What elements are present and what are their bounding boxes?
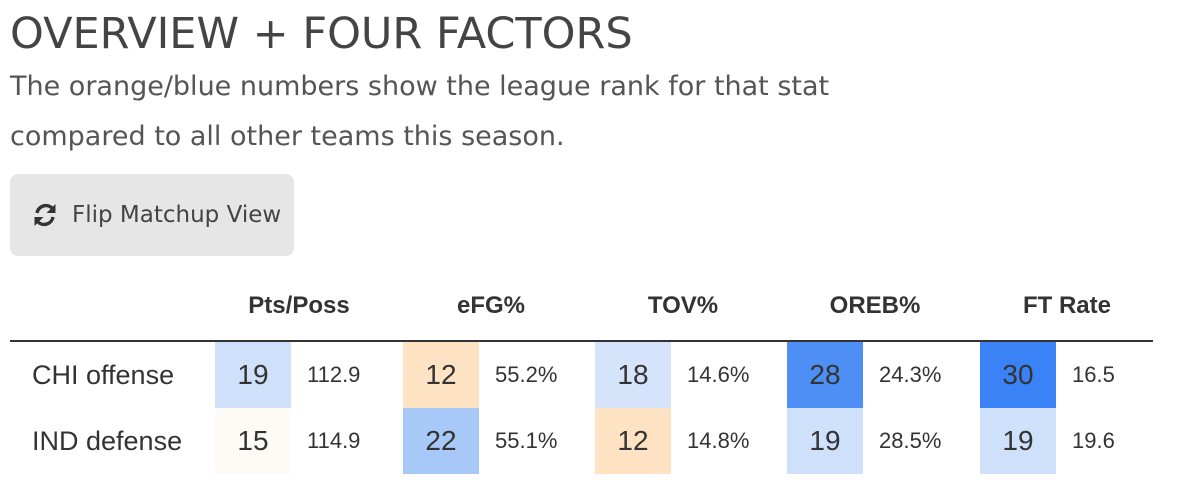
page-title: OVERVIEW + FOUR FACTORS bbox=[10, 9, 633, 59]
rank-cell: 15 bbox=[215, 408, 291, 474]
flip-matchup-label: Flip Matchup View bbox=[72, 202, 282, 228]
value-cell: 114.9 bbox=[307, 428, 361, 453]
rank-cell: 19 bbox=[980, 408, 1056, 474]
rank-cell: 12 bbox=[595, 408, 671, 474]
value-cell: 24.3% bbox=[879, 362, 942, 387]
refresh-icon bbox=[30, 200, 60, 230]
value-cell: 55.2% bbox=[495, 362, 558, 387]
rank-cell: 19 bbox=[787, 408, 863, 474]
rank-cell: 28 bbox=[787, 342, 863, 408]
column-header-oreb: OREB% bbox=[829, 292, 921, 319]
row-label: IND defense bbox=[32, 426, 183, 456]
value-cell: 28.5% bbox=[879, 428, 942, 453]
value-cell: 19.6 bbox=[1072, 428, 1115, 453]
column-header-ft-rate: FT Rate bbox=[1022, 292, 1111, 319]
page-subtitle: The orange/blue numbers show the league … bbox=[10, 71, 830, 152]
column-header-tov: TOV% bbox=[647, 292, 719, 319]
rank-cell: 22 bbox=[403, 408, 479, 474]
rank-cell: 19 bbox=[215, 342, 291, 408]
four-factors-table: Pts/Poss eFG% TOV% OREB% FT Rate CHI off… bbox=[10, 280, 1153, 474]
table-row: CHI offense 19 112.9 12 55.2% 18 14.6% 2… bbox=[10, 342, 1153, 408]
table-row: IND defense 15 114.9 22 55.1% 12 14.8% 1… bbox=[10, 408, 1153, 474]
rank-cell: 18 bbox=[595, 342, 671, 408]
column-header-efg: eFG% bbox=[456, 292, 525, 319]
column-header-pts-poss: Pts/Poss bbox=[248, 292, 350, 319]
value-cell: 14.6% bbox=[687, 362, 750, 387]
value-cell: 112.9 bbox=[307, 362, 361, 387]
value-cell: 16.5 bbox=[1072, 362, 1115, 387]
table-header: Pts/Poss eFG% TOV% OREB% FT Rate bbox=[10, 280, 1153, 342]
rank-cell: 30 bbox=[980, 342, 1056, 408]
rank-cell: 12 bbox=[403, 342, 479, 408]
value-cell: 55.1% bbox=[495, 428, 558, 453]
flip-matchup-button[interactable]: Flip Matchup View bbox=[10, 174, 294, 256]
value-cell: 14.8% bbox=[687, 428, 750, 453]
row-label: CHI offense bbox=[32, 360, 175, 390]
